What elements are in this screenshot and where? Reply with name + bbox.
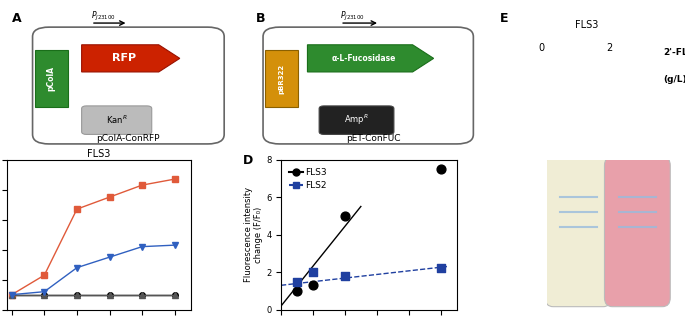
Text: $P_{J23100}$: $P_{J23100}$ [91,10,116,23]
Point [339,213,350,218]
FancyBboxPatch shape [265,50,298,107]
FancyBboxPatch shape [604,156,670,307]
Text: A: A [12,12,21,25]
Text: 2: 2 [606,43,612,53]
Text: α-L-Fucosidase: α-L-Fucosidase [332,54,396,63]
Point [308,283,319,288]
Text: (g/L): (g/L) [664,75,685,84]
Point [435,266,446,271]
Title: FLS3: FLS3 [87,149,111,159]
Text: 2'-FL: 2'-FL [664,47,685,57]
Legend: FLS3, FLS2: FLS3, FLS2 [286,164,331,194]
FancyBboxPatch shape [263,27,473,144]
Y-axis label: Fluorescence intensity
change (F/F₀): Fluorescence intensity change (F/F₀) [244,187,263,282]
FancyBboxPatch shape [319,106,394,134]
Point [339,273,350,278]
Text: Kan$^R$: Kan$^R$ [106,114,127,126]
Point [292,279,303,284]
FancyArrow shape [308,45,434,72]
Text: pColA: pColA [47,66,55,91]
Point [292,289,303,294]
Text: RFP: RFP [112,53,136,64]
Text: pBR322: pBR322 [279,64,285,94]
Text: E: E [499,12,508,25]
Text: $P_{J23100}$: $P_{J23100}$ [340,10,365,23]
Point [308,270,319,275]
Text: pColA-ConRFP: pColA-ConRFP [97,134,160,143]
Text: B: B [256,12,266,25]
FancyBboxPatch shape [545,156,611,307]
FancyBboxPatch shape [82,106,152,134]
FancyBboxPatch shape [33,27,224,144]
Text: FLS3: FLS3 [575,20,599,30]
Text: 0: 0 [538,43,545,53]
FancyArrow shape [82,45,179,72]
FancyBboxPatch shape [35,50,68,107]
Text: pET-ConFUC: pET-ConFUC [346,134,400,143]
Text: Amp$^R$: Amp$^R$ [344,113,369,127]
Text: D: D [242,154,253,167]
Point [435,167,446,172]
